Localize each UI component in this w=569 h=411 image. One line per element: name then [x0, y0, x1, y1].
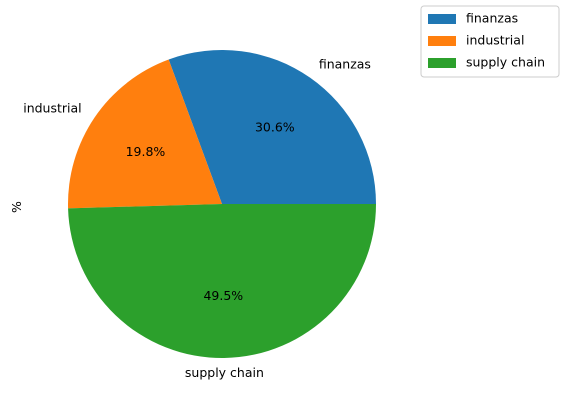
legend-label-supply-chain: supply chain — [466, 55, 545, 70]
legend: finanzas industrial supply chain — [420, 5, 560, 78]
slice-label-finanzas: finanzas — [319, 57, 371, 72]
pie-slice-supply-chain — [68, 204, 376, 359]
slice-label-industrial: industrial — [23, 101, 81, 116]
slice-percent-supply-chain: 49.5% — [203, 288, 243, 303]
legend-item-industrial: industrial — [428, 33, 524, 48]
slice-label-supply-chain: supply chain — [185, 365, 264, 380]
slice-percent-industrial: 19.8% — [126, 144, 166, 159]
pie-slice-industrial — [68, 59, 223, 209]
legend-label-industrial: industrial — [466, 33, 524, 48]
slice-percent-finanzas: 30.6% — [255, 120, 295, 135]
labels: finanzas 30.6% industrial 19.8% supply chain… — [23, 57, 371, 380]
legend-item-supply-chain: supply chain — [428, 55, 545, 70]
y-axis-label: % — [9, 201, 24, 213]
legend-swatch-finanzas — [428, 14, 456, 24]
pie-slice-finanzas — [168, 50, 376, 204]
legend-swatch-industrial — [428, 36, 456, 46]
slices — [68, 50, 376, 359]
legend-label-finanzas: finanzas — [466, 11, 518, 26]
legend-item-finanzas: finanzas — [428, 11, 518, 26]
legend-swatch-supply-chain — [428, 58, 456, 68]
